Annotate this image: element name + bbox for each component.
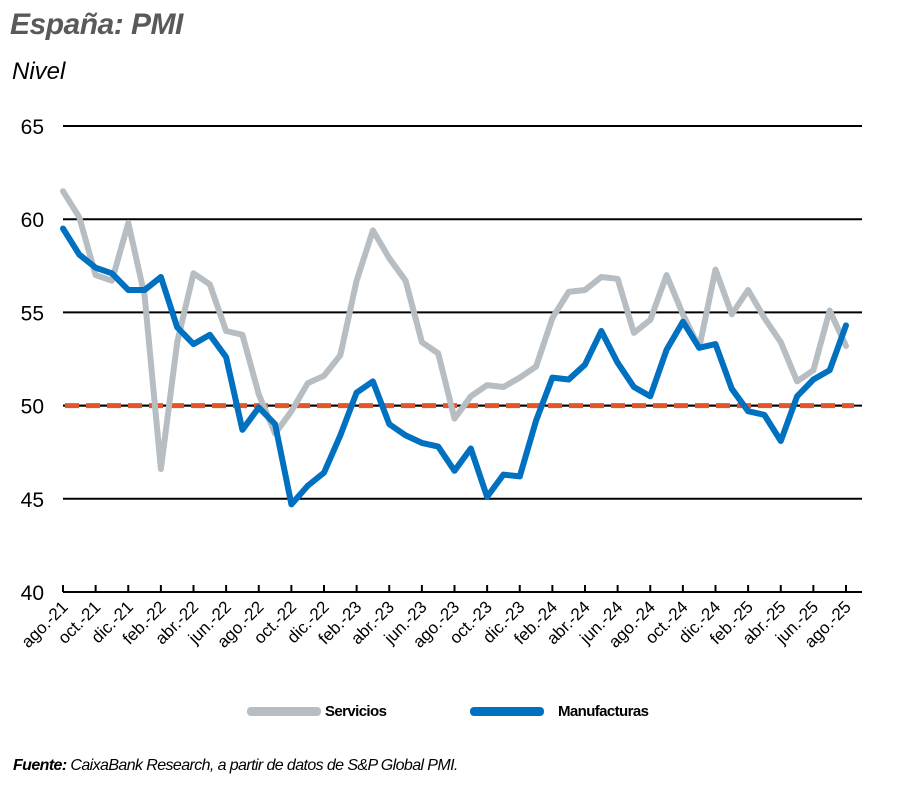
line-chart: 40 45 50 55 60 65 ago.-21oct.-21dic.-21feb.-2… bbox=[18, 116, 862, 652]
y-tick-label: 65 bbox=[21, 116, 44, 139]
source-text: CaixaBank Research, a partir de datos de… bbox=[66, 757, 458, 774]
legend-label-servicios: Servicios bbox=[325, 703, 387, 720]
legend-item-manufacturas: Manufacturas bbox=[470, 703, 649, 720]
y-axis-labels: 40 45 50 55 60 65 bbox=[21, 116, 44, 605]
y-tick-label: 45 bbox=[21, 489, 44, 512]
legend-swatch-manufacturas bbox=[470, 707, 544, 716]
chart-title: España: PMI bbox=[10, 8, 183, 41]
series-line-manufacturas bbox=[60, 225, 849, 508]
chart-subtitle: Nivel bbox=[12, 58, 66, 85]
y-tick-label: 40 bbox=[21, 582, 44, 605]
x-axis: ago.-21oct.-21dic.-21feb.-22abr.-22jun.-… bbox=[18, 585, 862, 652]
y-tick-label: 55 bbox=[21, 302, 44, 325]
legend-label-manufacturas: Manufacturas bbox=[558, 703, 649, 720]
data-series bbox=[60, 188, 849, 508]
source-note: Fuente: CaixaBank Research, a partir de … bbox=[13, 757, 458, 775]
legend: Servicios Manufacturas bbox=[0, 703, 900, 727]
legend-item-servicios: Servicios bbox=[247, 703, 387, 720]
source-label: Fuente: bbox=[13, 757, 67, 774]
y-tick-label: 60 bbox=[21, 209, 44, 232]
series-line-servicios bbox=[60, 188, 849, 472]
legend-swatch-servicios bbox=[247, 707, 321, 716]
y-tick-label: 50 bbox=[21, 396, 44, 419]
